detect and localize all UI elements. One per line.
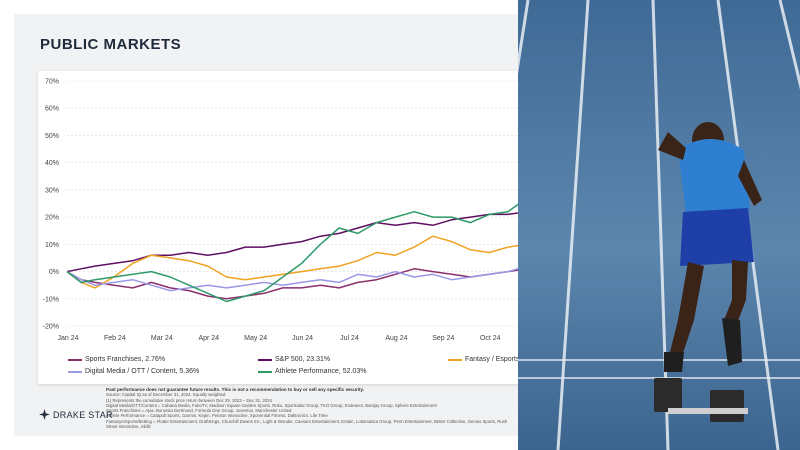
legend-item: S&P 500, 23.31% <box>258 356 448 363</box>
y-tick-label: -10% <box>43 296 59 303</box>
x-tick-label: Jun 24 <box>292 335 313 342</box>
drake-star-logo: DRAKE STAR <box>39 409 113 420</box>
x-tick-label: May 24 <box>244 335 267 342</box>
footnotes: Past performance does not guarantee futu… <box>106 387 510 429</box>
legend-label: Sports Franchises, 2.76% <box>85 356 166 363</box>
footnote-line: (1) Represents the cumulative stock pric… <box>106 397 272 403</box>
disclaimer: Past performance does not guarantee futu… <box>106 387 364 392</box>
y-tick-label: 40% <box>45 160 59 167</box>
footnote-line: Source: Capital IQ as of December 31, 20… <box>106 392 226 398</box>
y-tick-label: 10% <box>45 242 59 249</box>
x-tick-label: Oct 24 <box>480 335 501 342</box>
legend-swatch <box>68 358 82 361</box>
y-tick-label: 60% <box>45 106 59 113</box>
x-tick-label: Sep 24 <box>432 335 454 342</box>
legend-swatch <box>258 358 272 361</box>
y-tick-label: -20% <box>43 324 59 331</box>
legend-label: Athlete Performance, 52.03% <box>275 368 367 375</box>
x-tick-label: Jan 24 <box>57 335 78 342</box>
y-tick-label: 50% <box>45 133 59 140</box>
legend-swatch <box>258 370 272 373</box>
logo-text: DRAKE STAR <box>53 409 113 420</box>
footnote-line: Fantasy/eSports/Betting = Flutter Entert… <box>106 418 508 430</box>
footnote-line: Digital Media/OTT/Content = Cabana Media… <box>106 402 437 408</box>
legend-swatch <box>68 370 82 373</box>
x-tick-label: Aug 24 <box>385 335 407 342</box>
y-tick-label: 20% <box>45 215 59 222</box>
x-tick-label: Jul 24 <box>340 335 359 342</box>
sprinter-photo <box>518 0 800 450</box>
legend-label: Digital Media / OTT / Content, 5.36% <box>85 368 200 375</box>
legend-item: Athlete Performance, 52.03% <box>258 368 448 375</box>
y-tick-label: 0% <box>49 269 59 276</box>
footnote-line: Athlete Performance = Catapult Sports, G… <box>106 413 328 419</box>
legend-item: Digital Media / OTT / Content, 5.36% <box>68 368 258 375</box>
legend-label: S&P 500, 23.31% <box>275 356 331 363</box>
legend-swatch <box>448 358 462 361</box>
x-tick-label: Apr 24 <box>198 335 219 342</box>
y-tick-label: 30% <box>45 187 59 194</box>
sprinter-illustration <box>518 0 800 450</box>
y-tick-label: 70% <box>45 79 59 86</box>
footnote-line: Sports Franchises = Ajax, Borussia Dortm… <box>106 408 292 414</box>
x-tick-label: Feb 24 <box>104 335 126 342</box>
star-icon <box>39 409 50 420</box>
x-tick-label: Mar 24 <box>151 335 173 342</box>
legend-item: Sports Franchises, 2.76% <box>68 356 258 363</box>
page-title: PUBLIC MARKETS <box>40 36 182 53</box>
